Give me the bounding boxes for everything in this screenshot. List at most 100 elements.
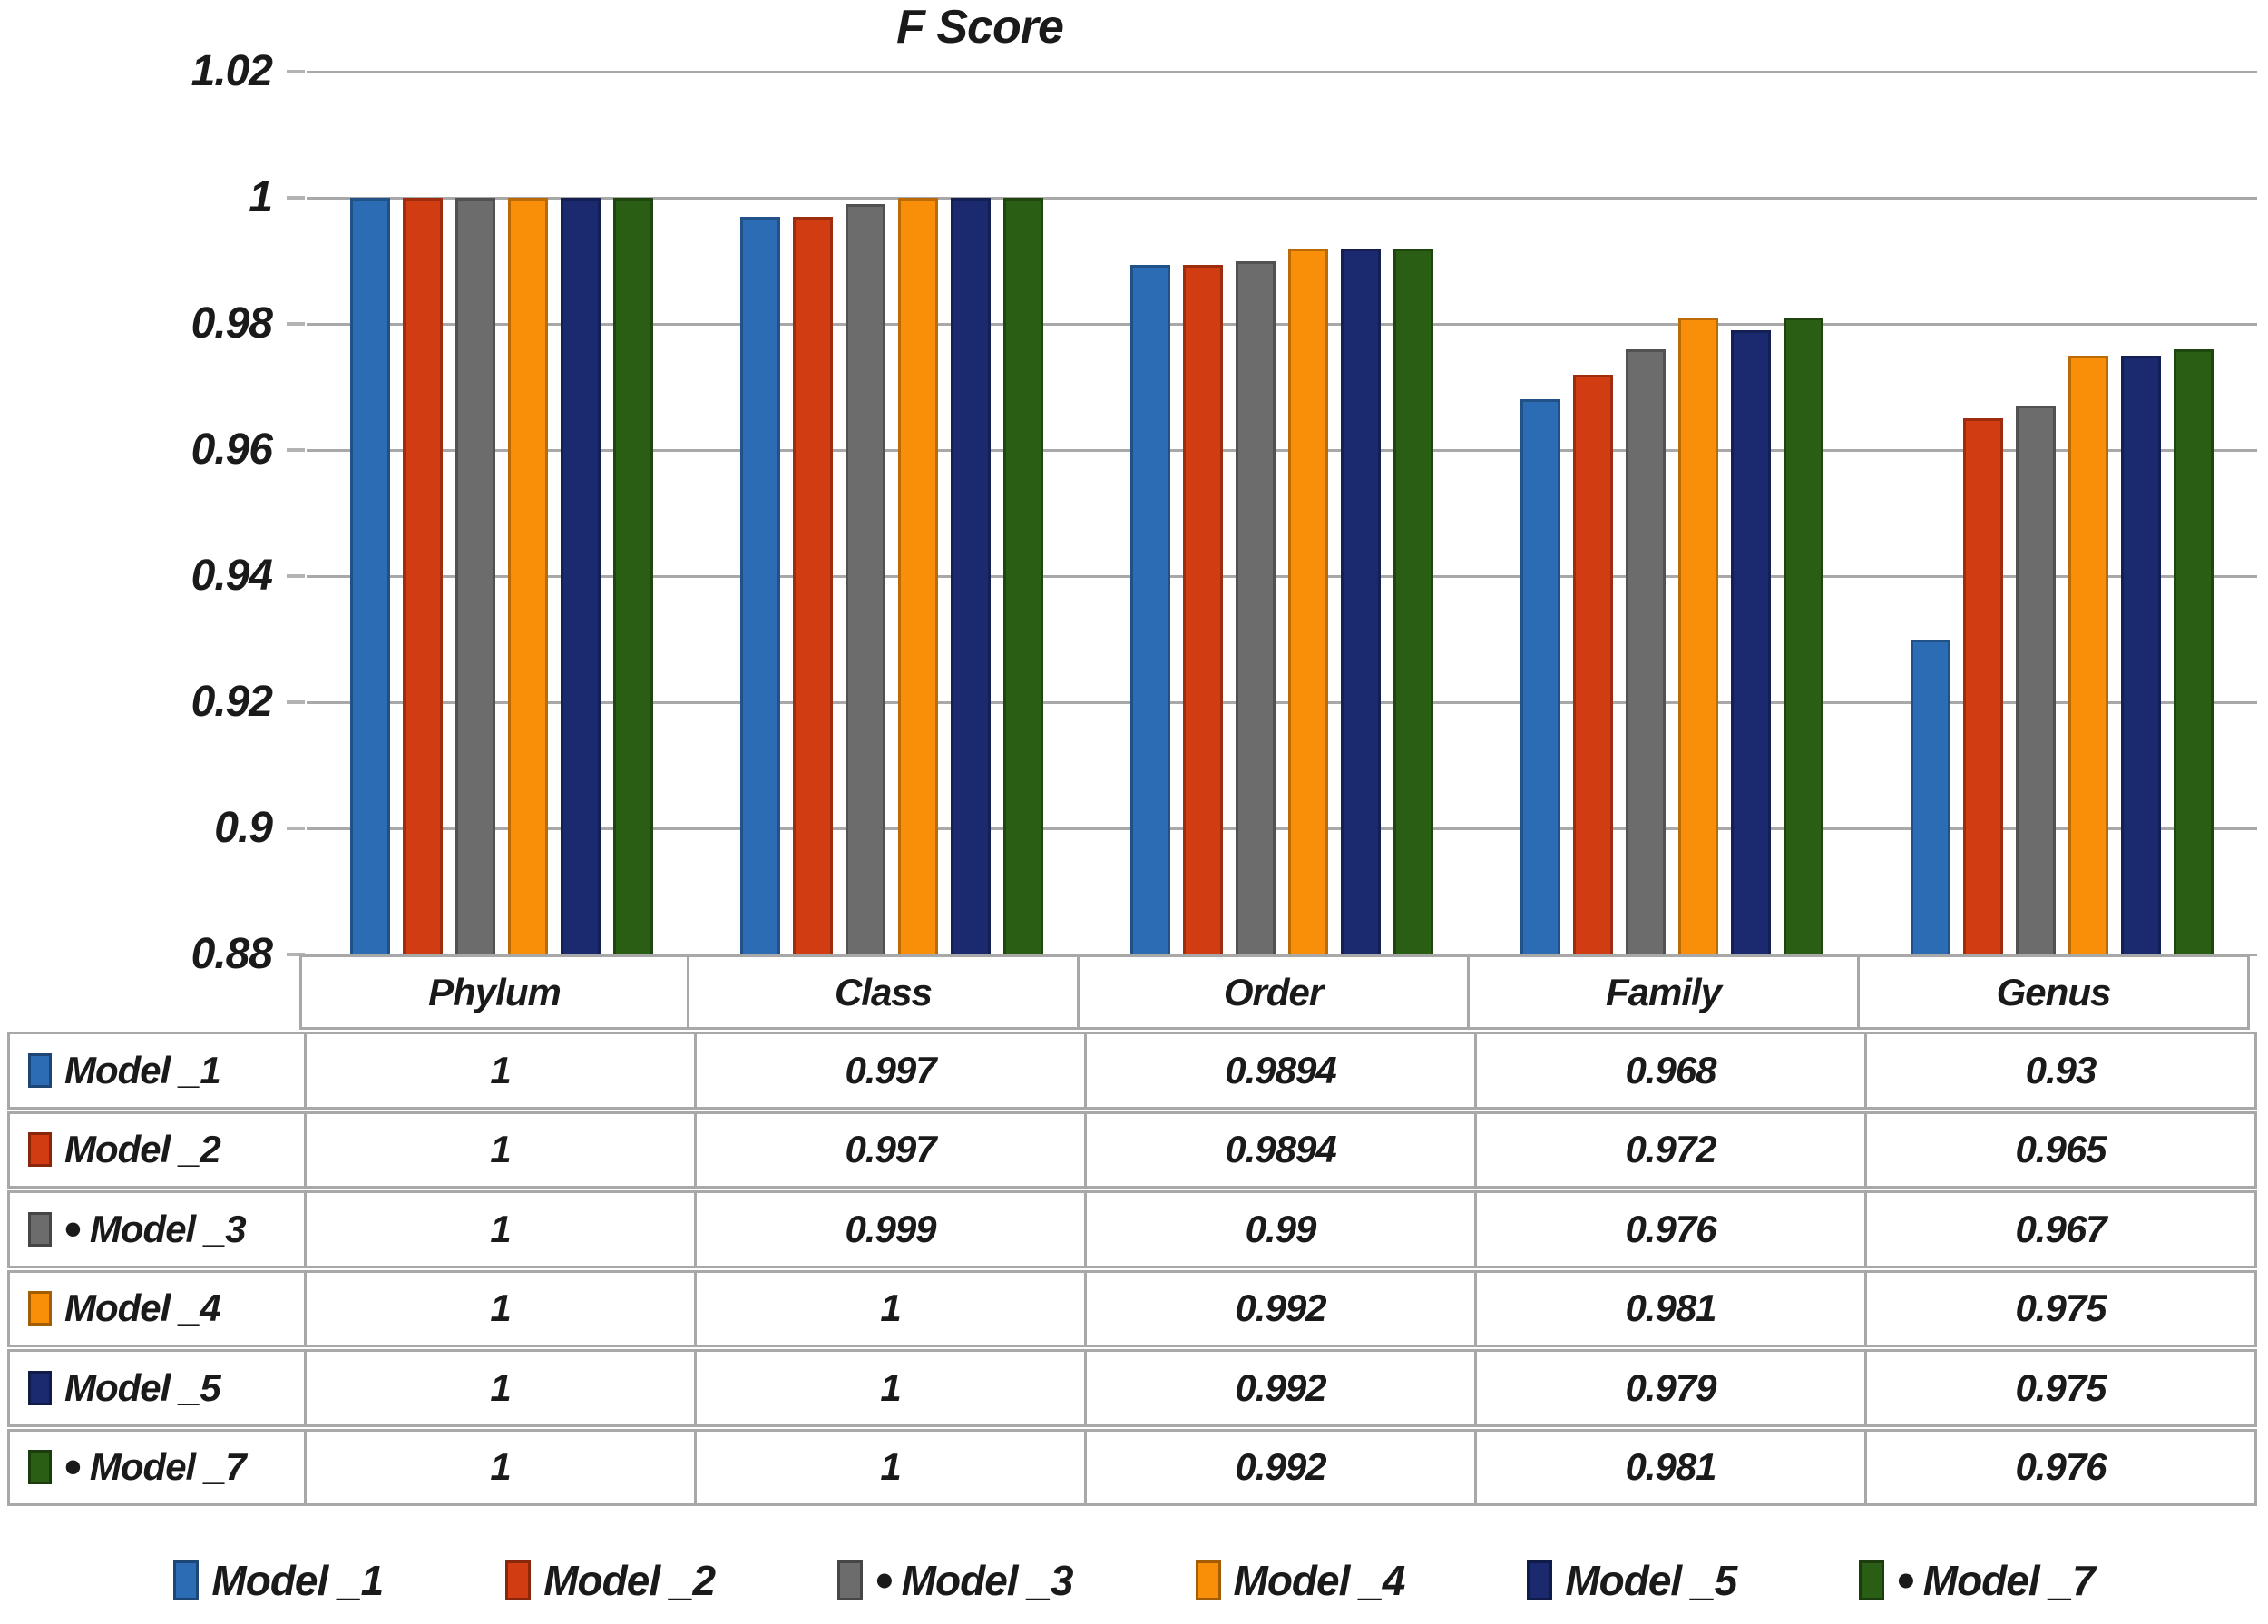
table-value-model-2-order: 0.9894 bbox=[1087, 1110, 1477, 1189]
y-axis-tick-mark bbox=[287, 322, 305, 326]
series-key-icon bbox=[28, 1450, 52, 1485]
y-axis-tick-mark bbox=[287, 574, 305, 578]
y-axis-tick-label: 0.9 bbox=[214, 804, 273, 852]
table-value-model-5-order: 0.992 bbox=[1087, 1349, 1477, 1427]
plot-area bbox=[307, 71, 2257, 956]
y-axis-tick-label: 1 bbox=[249, 173, 273, 221]
table-value-model-1-genus: 0.93 bbox=[1867, 1032, 2257, 1110]
gridline bbox=[307, 71, 2257, 73]
bar-model-1-class bbox=[740, 216, 780, 954]
y-axis-tick-mark bbox=[287, 953, 305, 956]
y-axis-tick-label: 0.96 bbox=[191, 426, 273, 474]
legend-key-icon bbox=[173, 1560, 200, 1600]
table-value-model-2-class: 0.997 bbox=[697, 1110, 1087, 1189]
y-axis-tick-mark bbox=[287, 196, 305, 200]
table-header-cell-family: Family bbox=[1470, 954, 1860, 1030]
legend-item-model-4: Model _4 bbox=[1195, 1556, 1406, 1605]
bar-model-5-genus bbox=[2121, 355, 2161, 954]
table-value-model-4-family: 0.981 bbox=[1477, 1269, 1867, 1347]
bar-model-4-phylum bbox=[508, 198, 548, 954]
table-row-model-5: Model _5 1 1 0.992 0.979 0.975 bbox=[7, 1349, 2257, 1427]
table-value-model-7-phylum: 1 bbox=[307, 1428, 697, 1506]
bar-group-genus bbox=[1867, 72, 2257, 954]
y-axis-tick-mark bbox=[287, 827, 305, 830]
bar-model-4-family bbox=[1678, 318, 1718, 954]
chart-title: F Score bbox=[896, 1, 1064, 54]
y-axis-tick-label: 0.88 bbox=[191, 930, 273, 978]
data-table: Phylum Class Order Family Genus Model _1 1 0.99… bbox=[7, 954, 2257, 1506]
table-row-model-7: • Model _7 1 1 0.992 0.981 0.976 bbox=[7, 1428, 2257, 1506]
bar-model-2-genus bbox=[1963, 418, 2003, 954]
legend-item-model-2: Model _2 bbox=[505, 1556, 716, 1605]
table-value-model-5-genus: 0.975 bbox=[1867, 1349, 2257, 1427]
bar-model-4-class bbox=[898, 198, 938, 954]
bar-group-class bbox=[697, 72, 1087, 954]
legend-item-model-1: Model _1 bbox=[173, 1556, 384, 1605]
table-header-row: Phylum Class Order Family Genus bbox=[299, 954, 2257, 1030]
bar-group-phylum bbox=[307, 72, 697, 954]
bar-model-3-genus bbox=[2016, 406, 2056, 954]
table-value-model-2-phylum: 1 bbox=[307, 1110, 697, 1189]
series-key-icon bbox=[28, 1211, 52, 1247]
table-value-model-3-phylum: 1 bbox=[307, 1190, 697, 1268]
bar-model-5-order bbox=[1341, 248, 1381, 954]
y-axis-tick-label: 0.98 bbox=[191, 299, 273, 347]
bar-model-3-order bbox=[1236, 260, 1276, 954]
bar-model-7-phylum bbox=[613, 198, 653, 954]
bar-model-2-class bbox=[793, 216, 833, 954]
table-value-model-1-family: 0.968 bbox=[1477, 1032, 1867, 1110]
bar-model-2-order bbox=[1183, 264, 1223, 954]
row-label-model-7: • Model _7 bbox=[7, 1428, 307, 1506]
bar-model-3-family bbox=[1626, 348, 1666, 954]
bar-model-1-phylum bbox=[350, 198, 390, 954]
legend-label: Model _7 bbox=[1922, 1557, 2096, 1604]
table-value-model-5-phylum: 1 bbox=[307, 1349, 697, 1427]
y-axis-tick-mark bbox=[287, 448, 305, 452]
row-label-text: Model _4 bbox=[64, 1286, 221, 1330]
gridline bbox=[307, 575, 2257, 578]
bar-model-1-order bbox=[1130, 264, 1170, 954]
table-value-model-1-phylum: 1 bbox=[307, 1032, 697, 1110]
row-label-model-5: Model _5 bbox=[7, 1349, 307, 1427]
series-key-icon bbox=[28, 1052, 52, 1088]
row-label-text: Model _2 bbox=[64, 1128, 221, 1171]
y-axis: 1.02 1 0.98 0.96 0.94 0.92 0.9 0.88 bbox=[0, 0, 308, 1016]
row-label-model-2: Model _2 bbox=[7, 1110, 307, 1189]
legend-label: Model _4 bbox=[1233, 1557, 1406, 1604]
table-value-model-4-genus: 0.975 bbox=[1867, 1269, 2257, 1347]
bar-model-5-class bbox=[951, 198, 991, 954]
legend-item-model-5: Model _5 bbox=[1527, 1556, 1737, 1605]
row-label-model-3: • Model _3 bbox=[7, 1190, 307, 1268]
legend-key-icon bbox=[505, 1560, 532, 1600]
series-key-icon bbox=[28, 1291, 52, 1326]
table-value-model-5-class: 1 bbox=[697, 1349, 1087, 1427]
table-header-cell-order: Order bbox=[1080, 954, 1470, 1030]
y-axis-tick-label: 0.92 bbox=[191, 678, 273, 726]
table-value-model-7-order: 0.992 bbox=[1087, 1428, 1477, 1506]
bar-model-2-family bbox=[1573, 374, 1613, 954]
row-label-text: Model _5 bbox=[64, 1365, 221, 1409]
table-value-model-4-order: 0.992 bbox=[1087, 1269, 1477, 1347]
table-value-model-3-genus: 0.967 bbox=[1867, 1190, 2257, 1268]
table-value-model-2-family: 0.972 bbox=[1477, 1110, 1867, 1189]
bar-model-7-family bbox=[1784, 318, 1823, 954]
bar-model-7-order bbox=[1393, 248, 1433, 954]
table-value-model-7-genus: 0.976 bbox=[1867, 1428, 2257, 1506]
bar-model-5-family bbox=[1731, 330, 1771, 954]
table-value-model-2-genus: 0.965 bbox=[1867, 1110, 2257, 1189]
table-row-model-4: Model _4 1 1 0.992 0.981 0.975 bbox=[7, 1269, 2257, 1347]
table-header-cell-class: Class bbox=[689, 954, 1080, 1030]
table-value-model-1-order: 0.9894 bbox=[1087, 1032, 1477, 1110]
table-row-model-1: Model _1 1 0.997 0.9894 0.968 0.93 bbox=[7, 1032, 2257, 1110]
row-label-text: Model _1 bbox=[64, 1048, 221, 1091]
table-header-cell-phylum: Phylum bbox=[299, 954, 689, 1030]
gridline bbox=[307, 827, 2257, 830]
legend-key-icon bbox=[1527, 1560, 1553, 1600]
table-value-model-7-family: 0.981 bbox=[1477, 1428, 1867, 1506]
bullet-icon: • bbox=[64, 1440, 82, 1495]
legend-label: Model _2 bbox=[543, 1557, 716, 1604]
bar-groups bbox=[307, 72, 2257, 954]
table-value-model-4-class: 1 bbox=[697, 1269, 1087, 1347]
bar-model-3-phylum bbox=[455, 198, 495, 954]
table-value-model-7-class: 1 bbox=[697, 1428, 1087, 1506]
